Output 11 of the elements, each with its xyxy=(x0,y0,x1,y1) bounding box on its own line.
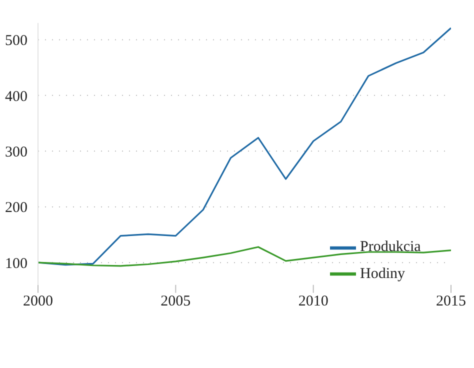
y-tick-label: 100 xyxy=(5,256,28,272)
y-tick-label: 500 xyxy=(5,33,28,50)
x-tick-label: 2005 xyxy=(160,294,191,310)
y-tick-label: 300 xyxy=(5,144,28,160)
x-tick-label: 2015 xyxy=(436,294,466,310)
x-tick-label: 2010 xyxy=(298,294,328,310)
y-tick-label: 400 xyxy=(5,88,28,105)
legend-label: Produkcia xyxy=(360,239,421,255)
x-tick-label: 2000 xyxy=(23,294,53,310)
y-tick-label: 200 xyxy=(5,200,28,216)
legend-label: Hodiny xyxy=(360,266,405,282)
